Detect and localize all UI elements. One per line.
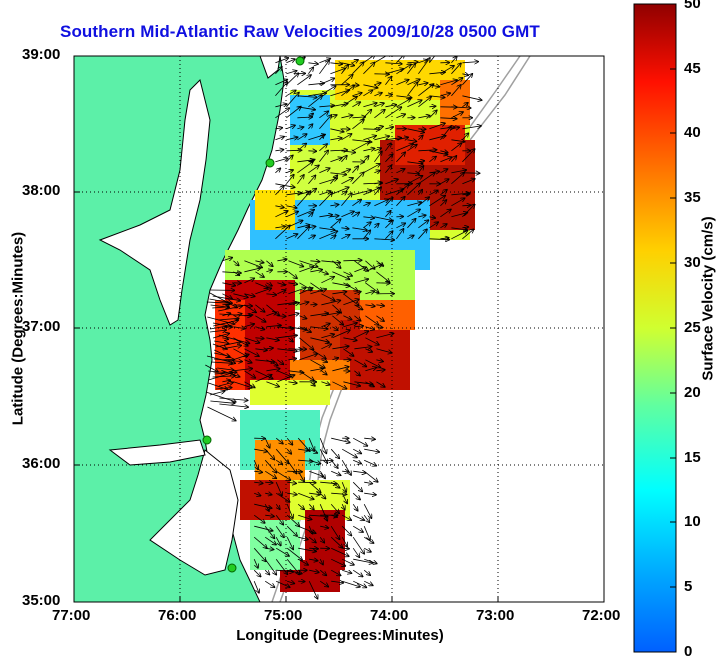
x-tick-label: 77:00 bbox=[52, 607, 90, 624]
colorbar-tick-label: 5 bbox=[684, 578, 692, 595]
colorbar-tick-label: 30 bbox=[684, 254, 701, 271]
velocity-vector bbox=[418, 129, 425, 130]
y-tick-label: 37:00 bbox=[22, 318, 60, 335]
y-tick-label: 38:00 bbox=[22, 182, 60, 199]
station-marker[interactable] bbox=[296, 57, 304, 65]
x-axis-label: Longitude (Degrees:Minutes) bbox=[160, 627, 520, 644]
velocity-vector bbox=[298, 482, 316, 483]
station-marker[interactable] bbox=[266, 159, 274, 167]
station-marker[interactable] bbox=[228, 564, 236, 572]
x-tick-label: 73:00 bbox=[476, 607, 514, 624]
colorbar-tick-label: 35 bbox=[684, 189, 701, 206]
colorbar-tick-label: 45 bbox=[684, 60, 701, 77]
colorbar bbox=[634, 4, 676, 652]
colorbar-tick-label: 15 bbox=[684, 449, 701, 466]
colorbar-tick-label: 40 bbox=[684, 124, 701, 141]
colorbar-tick-label: 25 bbox=[684, 319, 701, 336]
velocity-vector bbox=[308, 151, 316, 152]
y-tick-label: 39:00 bbox=[22, 46, 60, 63]
colorbar-tick-label: 20 bbox=[684, 384, 701, 401]
y-tick-label: 36:00 bbox=[22, 455, 60, 472]
x-tick-label: 72:00 bbox=[582, 607, 620, 624]
colorbar-tick-label: 50 bbox=[684, 0, 701, 12]
y-axis-label: Latitude (Degrees:Minutes) bbox=[10, 229, 27, 429]
colorbar-label: Surface Velocity (cm/s) bbox=[700, 199, 717, 399]
velocity-vector bbox=[352, 85, 358, 86]
colorbar-tick-label: 10 bbox=[684, 513, 701, 530]
chart-title: Southern Mid-Atlantic Raw Velocities 200… bbox=[60, 22, 640, 42]
colorbar-tick-label: 0 bbox=[684, 643, 692, 660]
x-tick-label: 74:00 bbox=[370, 607, 408, 624]
x-tick-label: 76:00 bbox=[158, 607, 196, 624]
x-tick-label: 75:00 bbox=[264, 607, 302, 624]
velocity-vector bbox=[342, 548, 349, 549]
station-marker[interactable] bbox=[203, 436, 211, 444]
